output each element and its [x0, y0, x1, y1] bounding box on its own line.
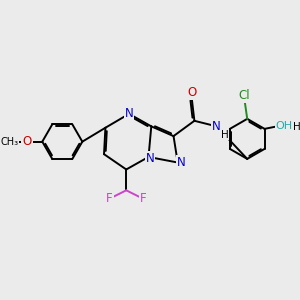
Text: N: N: [212, 120, 221, 133]
Text: N: N: [146, 152, 154, 165]
Text: O: O: [22, 135, 32, 148]
Text: H: H: [293, 122, 300, 133]
Text: H: H: [221, 130, 229, 140]
Text: N: N: [125, 107, 134, 120]
Text: CH₃: CH₃: [1, 137, 19, 147]
Text: Cl: Cl: [238, 89, 250, 102]
Text: F: F: [106, 192, 113, 205]
Text: N: N: [177, 156, 185, 169]
Text: OH: OH: [275, 121, 292, 131]
Text: O: O: [187, 86, 196, 100]
Text: F: F: [140, 192, 146, 205]
